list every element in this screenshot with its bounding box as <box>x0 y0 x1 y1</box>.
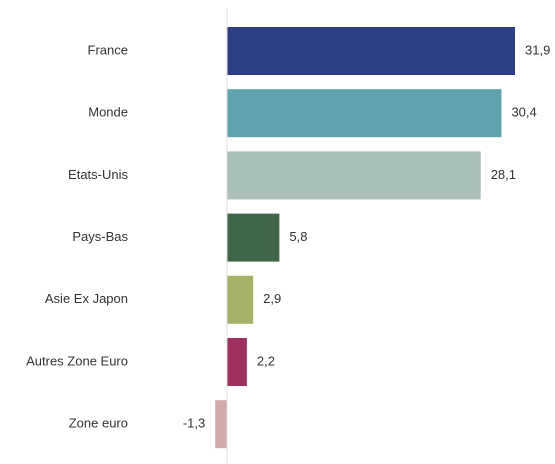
value-label: 30,4 <box>511 105 536 120</box>
bar <box>227 338 247 386</box>
bar <box>227 89 502 138</box>
value-label: 31,9 <box>525 42 550 57</box>
bar <box>227 275 254 324</box>
category-label: Autres Zone Euro <box>26 353 128 368</box>
category-label: Asie Ex Japon <box>45 291 128 306</box>
value-label: -1,3 <box>183 416 205 431</box>
bar <box>227 27 515 75</box>
category-label: Monde <box>88 105 128 120</box>
value-label: 2,2 <box>257 353 275 368</box>
category-label: Zone euro <box>69 416 128 431</box>
value-label: 5,8 <box>289 229 307 244</box>
bar <box>227 213 280 262</box>
bar <box>215 400 227 449</box>
category-label: Etats-Unis <box>68 167 128 182</box>
value-label: 28,1 <box>491 167 516 182</box>
category-label: Pays-Bas <box>72 229 128 244</box>
category-label: France <box>88 42 128 57</box>
value-label: 2,9 <box>263 291 281 306</box>
bar <box>227 151 481 200</box>
